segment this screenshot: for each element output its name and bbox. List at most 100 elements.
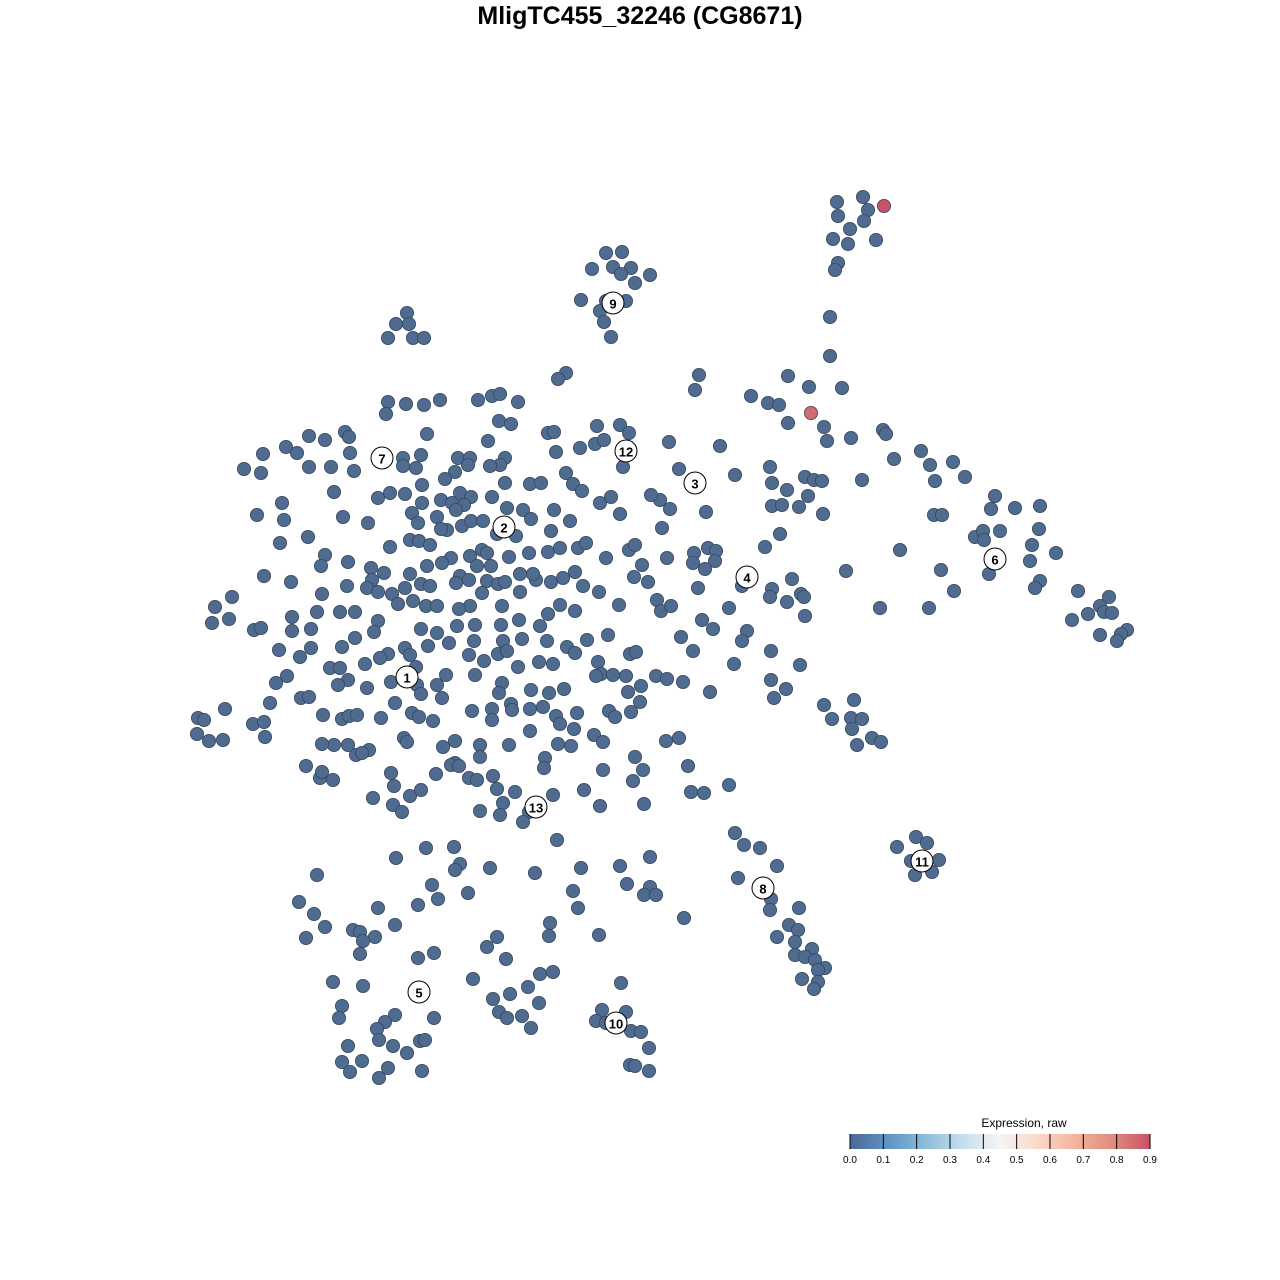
cluster-label-circle (683, 471, 707, 495)
data-point (448, 576, 463, 591)
data-point (385, 1039, 400, 1054)
data-point (574, 861, 589, 876)
cluster-label: 1 (395, 665, 419, 689)
data-point (432, 392, 447, 407)
cluster-label: 2 (492, 515, 516, 539)
data-point (429, 626, 444, 641)
cluster-label-text: 9 (609, 297, 616, 312)
data-point (841, 236, 856, 251)
data-point (795, 972, 810, 987)
data-point (447, 734, 462, 749)
cluster-label: 7 (370, 446, 394, 470)
data-point (470, 392, 485, 407)
data-point (856, 189, 871, 204)
data-point (780, 595, 795, 610)
data-point (365, 791, 380, 806)
data-point (284, 624, 299, 639)
data-point (501, 550, 516, 565)
data-point (398, 396, 413, 411)
data-point (763, 459, 778, 474)
data-point (781, 368, 796, 383)
data-point (686, 556, 701, 571)
data-point (855, 712, 870, 727)
data-point (599, 245, 614, 260)
data-point (429, 678, 444, 693)
data-point (798, 609, 813, 624)
data-point (394, 805, 409, 820)
data-point (1023, 554, 1038, 569)
data-point (932, 853, 947, 868)
data-point (642, 1064, 657, 1079)
data-point (643, 850, 658, 865)
points-layer (189, 189, 1135, 1086)
data-point (334, 1055, 349, 1070)
data-point (523, 724, 538, 739)
legend-tick-label: 0.5 (1010, 1155, 1024, 1166)
data-point (340, 555, 355, 570)
data-point (817, 698, 832, 713)
data-point (637, 888, 652, 903)
data-point (366, 625, 381, 640)
data-point (498, 952, 513, 967)
data-point (688, 382, 703, 397)
legend-tick-label: 0.2 (910, 1155, 924, 1166)
data-point (634, 1025, 649, 1040)
data-point (346, 463, 361, 478)
data-point (416, 397, 431, 412)
data-point (540, 634, 555, 649)
data-point (451, 759, 466, 774)
data-point (429, 599, 444, 614)
data-point (323, 459, 338, 474)
data-point (326, 738, 341, 753)
data-point (479, 940, 494, 955)
data-point (469, 559, 484, 574)
data-point (516, 502, 531, 517)
data-point (196, 713, 211, 728)
data-point (601, 628, 616, 643)
data-point (698, 562, 713, 577)
data-point (614, 266, 629, 281)
data-point (433, 522, 448, 537)
data-point (342, 1065, 357, 1080)
data-point (613, 417, 628, 432)
cluster-label: 12 (614, 439, 638, 463)
data-point (484, 489, 499, 504)
data-point (626, 774, 641, 789)
data-point (516, 815, 531, 830)
data-point (300, 530, 315, 545)
data-point (416, 330, 431, 345)
data-point (641, 575, 656, 590)
cluster-label-text: 8 (759, 882, 766, 897)
data-point (435, 740, 450, 755)
data-point (249, 507, 264, 522)
data-point (414, 1064, 429, 1079)
data-point (284, 610, 299, 625)
data-point (449, 619, 464, 634)
data-point (764, 673, 779, 688)
data-point (474, 586, 489, 601)
data-point (387, 696, 402, 711)
data-point (542, 686, 557, 701)
data-point (677, 911, 692, 926)
data-point (850, 738, 865, 753)
data-point (722, 601, 737, 616)
data-point (497, 475, 512, 490)
cluster-label: 11 (910, 849, 934, 873)
data-point (592, 928, 607, 943)
data-point (405, 594, 420, 609)
data-point (869, 232, 884, 247)
data-point (387, 1008, 402, 1023)
cluster-label-circle (983, 547, 1007, 571)
data-point (354, 1054, 369, 1069)
data-point (541, 607, 556, 622)
data-point (890, 840, 905, 855)
data-point (367, 930, 382, 945)
data-point (553, 598, 568, 613)
data-point (489, 930, 504, 945)
data-point (604, 329, 619, 344)
data-point (399, 735, 414, 750)
data-point (946, 454, 961, 469)
data-point (330, 678, 345, 693)
data-point (735, 634, 750, 649)
data-point (775, 497, 790, 512)
